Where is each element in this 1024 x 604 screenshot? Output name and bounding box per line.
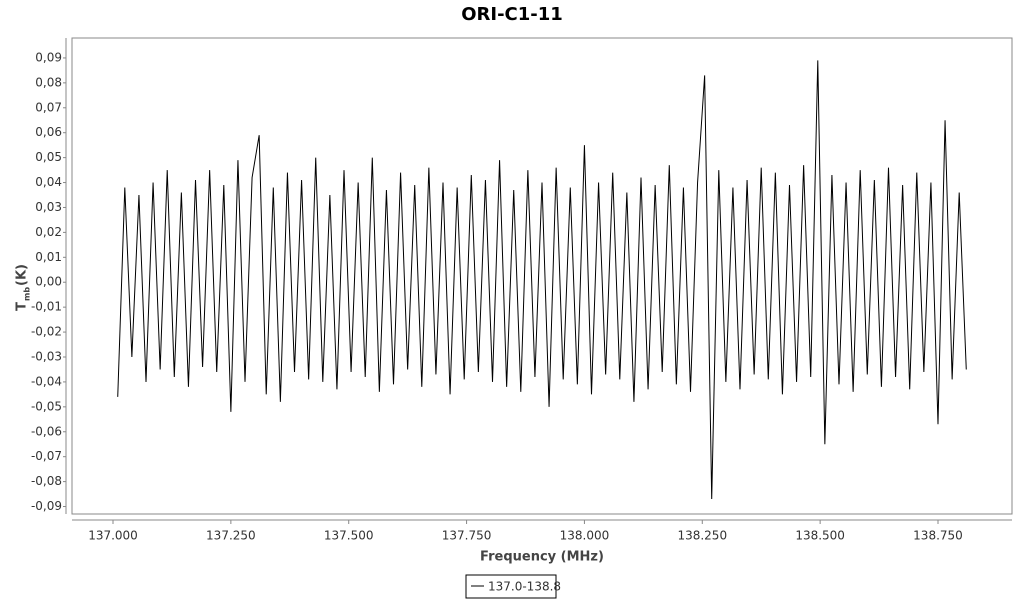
x-axis-label: Frequency (MHz) xyxy=(480,550,604,565)
y-tick-label: 0,09 xyxy=(35,50,62,64)
legend-label: 137.0-138.8 xyxy=(488,580,561,594)
y-tick-label: -0,03 xyxy=(31,349,62,363)
line xyxy=(117,60,967,500)
y-tick-label: 0,00 xyxy=(35,275,62,289)
x-tick-label: 138.500 xyxy=(795,529,845,543)
x-tick-label: 137.500 xyxy=(324,529,374,543)
y-axis-label: T mb (K) xyxy=(15,264,32,311)
y-tick-label: -0,06 xyxy=(31,424,62,438)
y-tick-label: 0,08 xyxy=(35,75,62,89)
y-tick-label: -0,08 xyxy=(31,474,62,488)
y-tick-label: -0,05 xyxy=(31,399,62,413)
legend xyxy=(465,574,557,599)
y-tick-label: 0,07 xyxy=(35,100,62,114)
y-tick-label: 0,02 xyxy=(35,225,62,239)
x-tick-label: 138.250 xyxy=(677,529,727,543)
y-tick-label: -0,04 xyxy=(31,374,62,388)
y-axis-label-main: T xyxy=(15,302,30,311)
y-axis-label-sub: mb xyxy=(23,287,32,301)
y-tick-label: 0,05 xyxy=(35,150,62,164)
x-tick-label: 137.750 xyxy=(442,529,492,543)
y-tick-label: 0,01 xyxy=(35,250,62,264)
y-tick-label: -0,09 xyxy=(31,499,62,513)
y-axis-label-unit: (K) xyxy=(15,264,30,286)
plot-frame xyxy=(71,37,1013,515)
y-tick-label: 0,03 xyxy=(35,200,62,214)
chart-title: ORI-C1-11 xyxy=(461,4,563,25)
y-tick-label: 0,06 xyxy=(35,125,62,139)
y-tick-label: -0,02 xyxy=(31,325,62,339)
x-tick-label: 138.750 xyxy=(913,529,963,543)
y-tick-label: -0,07 xyxy=(31,449,62,463)
y-tick-label: 0,04 xyxy=(35,175,62,189)
y-tick-label: -0,01 xyxy=(31,300,62,314)
x-tick-label: 137.000 xyxy=(88,529,138,543)
x-tick-label: 138.000 xyxy=(560,529,610,543)
x-tick-label: 137.250 xyxy=(206,529,256,543)
